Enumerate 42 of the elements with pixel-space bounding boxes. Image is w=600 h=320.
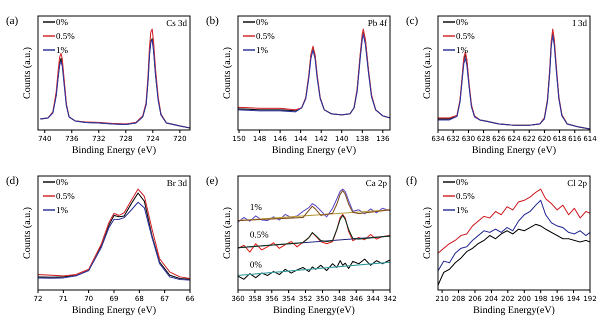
chart-title: (c) xyxy=(406,15,419,27)
y-axis-title: Counts (a.u.) xyxy=(22,207,33,259)
legend-label: 1% xyxy=(456,45,468,55)
legend-label: 1% xyxy=(56,205,68,215)
x-axis-title: Binding Energy (eV) xyxy=(272,145,356,156)
series-label: 1% xyxy=(250,202,262,212)
y-axis-title: Counts (a.u.) xyxy=(422,207,433,259)
legend-label: 0% xyxy=(56,177,68,187)
x-axis-title: Binding Energy (eV) xyxy=(472,145,556,156)
y-axis-title: Counts (a.u.) xyxy=(222,47,233,99)
text: Cs 3d xyxy=(166,18,188,28)
chart-title: (f) xyxy=(406,175,418,187)
legend-label: 0.5% xyxy=(456,31,476,41)
legend-label: 0.5% xyxy=(456,191,476,201)
y-axis-title: Counts (a.u.) xyxy=(422,47,433,99)
chart-title: (a) xyxy=(6,15,19,27)
x-axis-title: Binding Energy (eV) xyxy=(72,305,156,316)
x-axis-title: Binding Energy(eV) xyxy=(473,305,555,316)
y-axis-title: Counts (a.u.) xyxy=(22,47,33,99)
series-label: 0.5% xyxy=(250,230,270,240)
legend-label: 0% xyxy=(456,17,468,27)
x-axis-title: Binding Energy (eV) xyxy=(72,145,156,156)
y-axis-title: Counts (a.u.) xyxy=(222,207,233,259)
text: I 3d xyxy=(572,18,588,28)
legend-label: 0.5% xyxy=(56,191,76,201)
series-label: 0% xyxy=(250,260,262,270)
chart-title: (b) xyxy=(206,15,220,27)
text: Br 3d xyxy=(166,178,188,188)
chart-title: (e) xyxy=(206,175,219,187)
chart-title: (d) xyxy=(6,175,20,187)
legend-label: 0.5% xyxy=(256,31,276,41)
legend-label: 0.5% xyxy=(56,31,76,41)
legend-label: 1% xyxy=(56,45,68,55)
x-axis-title: Binding Energy(eV) xyxy=(273,305,355,316)
legend-label: 1% xyxy=(456,205,468,215)
text: Cl 2p xyxy=(567,178,588,188)
legend-label: 0% xyxy=(456,177,468,187)
legend-label: 1% xyxy=(256,45,268,55)
text: Ca 2p xyxy=(366,178,388,188)
legend-label: 0% xyxy=(256,17,268,27)
legend-label: 0% xyxy=(56,17,68,27)
text: Pb 4f xyxy=(368,18,387,28)
